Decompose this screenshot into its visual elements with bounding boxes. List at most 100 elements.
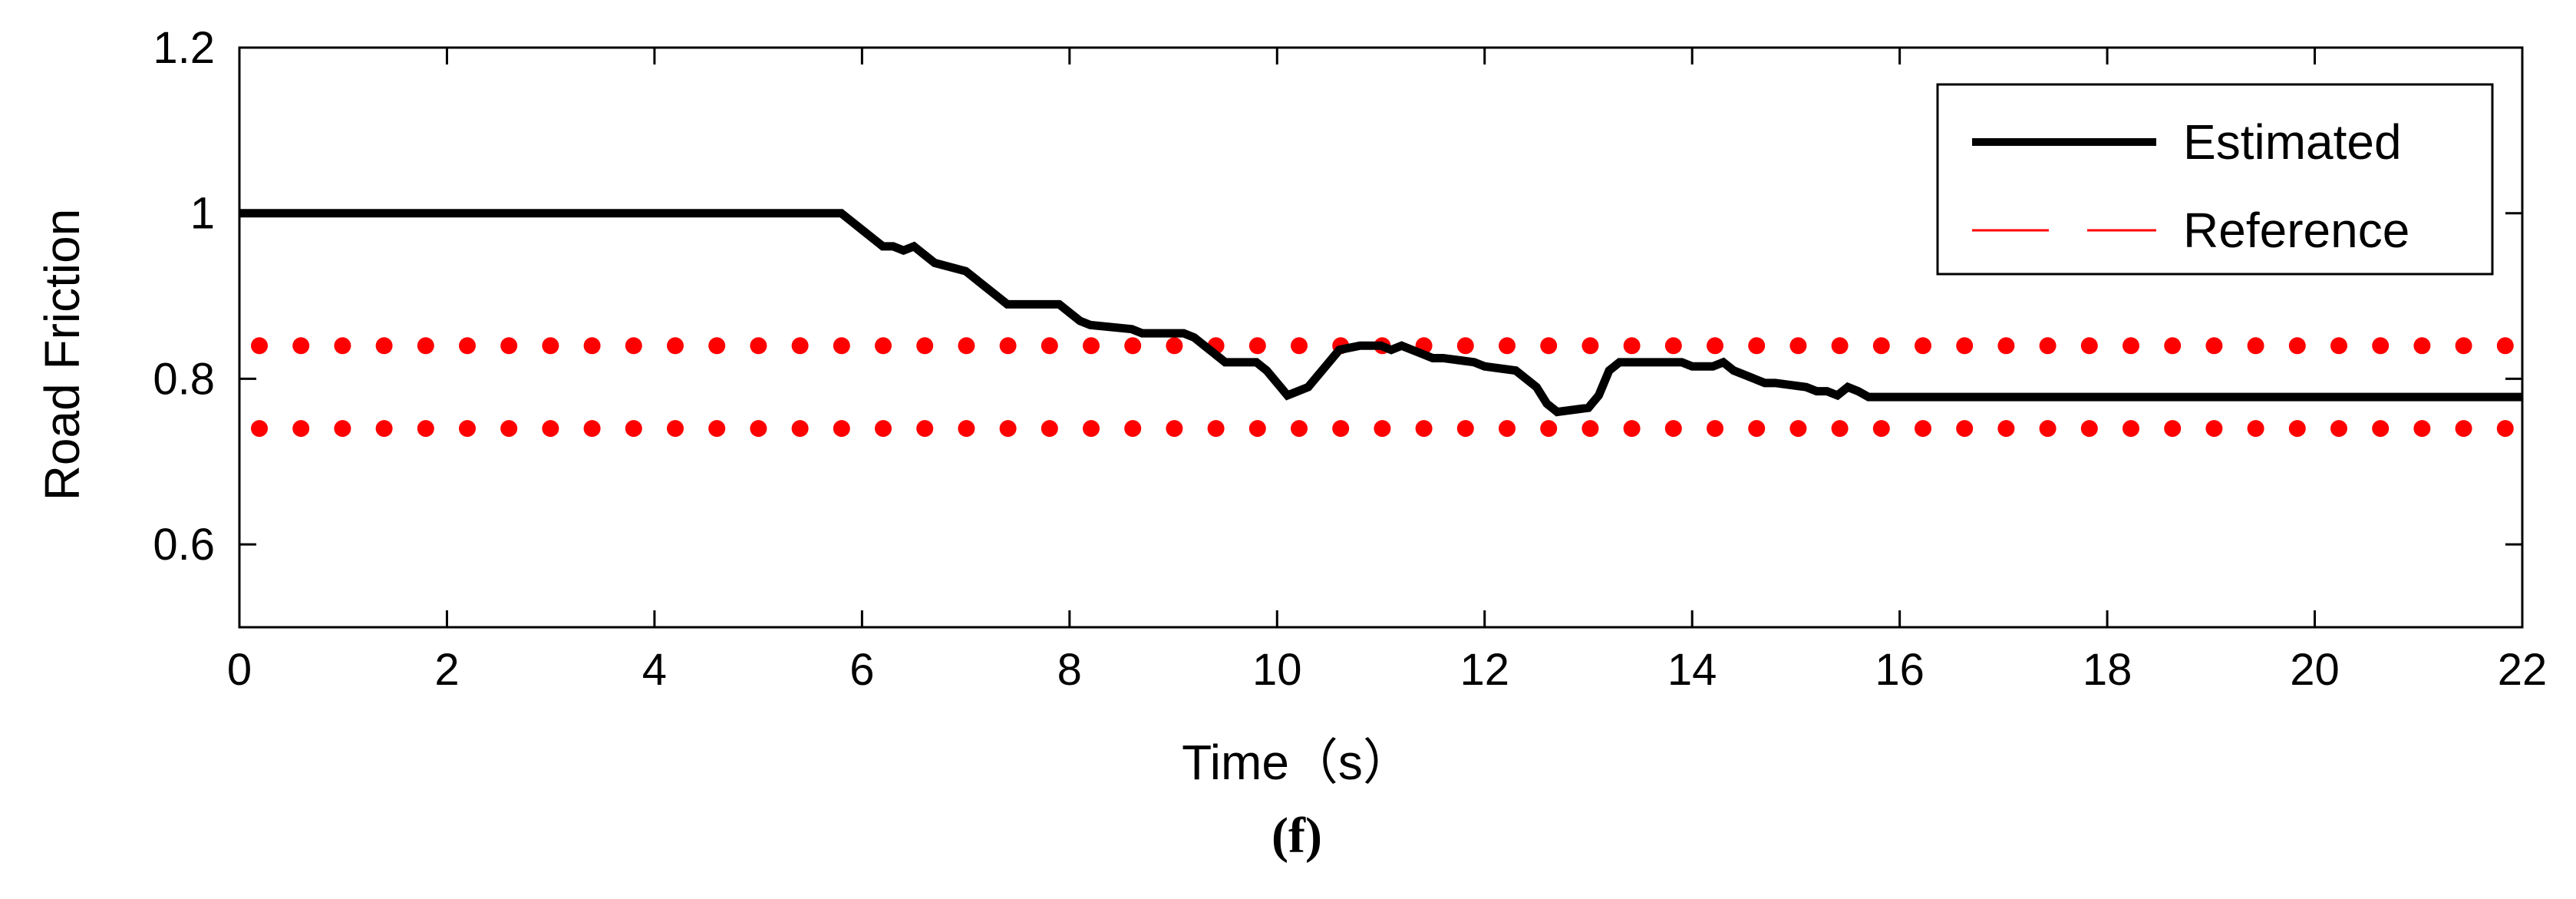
- reference-dot: [1540, 420, 1558, 438]
- y-tick-label: 0.6: [153, 520, 215, 570]
- y-axis: 0.6 0.8 1 1.2: [153, 23, 2522, 570]
- reference-dot: [833, 337, 850, 355]
- reference-dot: [791, 420, 809, 438]
- reference-dot: [1582, 420, 1599, 438]
- reference-dot: [1291, 337, 1308, 355]
- x-tick-label: 12: [1460, 645, 1509, 695]
- reference-dot: [625, 420, 642, 438]
- x-tick-label: 22: [2498, 645, 2548, 695]
- reference-dot: [999, 337, 1017, 355]
- reference-dot: [1789, 337, 1807, 355]
- x-tick-label: 10: [1252, 645, 1302, 695]
- reference-dot: [1207, 420, 1225, 438]
- reference-dot: [1582, 337, 1599, 355]
- reference-dot: [1415, 420, 1433, 438]
- reference-dot: [1623, 337, 1641, 355]
- reference-dot: [2372, 337, 2390, 355]
- reference-dot: [500, 337, 518, 355]
- reference-dot: [1166, 337, 1183, 355]
- reference-dot: [1748, 337, 1766, 355]
- y-tick-label: 0.8: [153, 354, 215, 404]
- reference-dot: [1623, 420, 1641, 438]
- reference-dot: [1041, 337, 1058, 355]
- reference-dot: [251, 420, 268, 438]
- reference-dot: [2247, 420, 2264, 438]
- reference-dot: [1664, 420, 1682, 438]
- reference-dot: [2205, 337, 2223, 355]
- reference-dot: [958, 337, 975, 355]
- reference-dot: [417, 420, 434, 438]
- estimated-line: [239, 209, 2522, 417]
- reference-dot: [1041, 420, 1058, 438]
- reference-dot: [375, 420, 393, 438]
- reference-dot: [708, 337, 726, 355]
- reference-dot: [2080, 420, 2098, 438]
- reference-dot: [750, 337, 767, 355]
- reference-dot: [1166, 420, 1183, 438]
- reference-dot: [2413, 420, 2431, 438]
- reference-dot: [1707, 337, 1723, 355]
- x-tick-label: 16: [1875, 645, 1925, 695]
- reference-dot: [1872, 337, 1890, 355]
- reference-dot: [916, 337, 934, 355]
- reference-dot: [708, 420, 726, 438]
- reference-dot: [1456, 420, 1474, 438]
- x-tick-label: 6: [849, 645, 874, 695]
- reference-dot: [2080, 337, 2098, 355]
- reference-dot: [2455, 420, 2472, 438]
- reference-dot: [2330, 420, 2347, 438]
- reference-dot: [2288, 337, 2306, 355]
- reference-dot: [375, 337, 393, 355]
- y-tick-label: 1: [190, 189, 215, 239]
- reference-dot: [292, 337, 310, 355]
- reference-dot: [1872, 420, 1890, 438]
- reference-dot: [1915, 420, 1931, 438]
- x-tick-label: 2: [434, 645, 459, 695]
- reference-dot: [2372, 420, 2390, 438]
- reference-dot: [1374, 420, 1391, 438]
- reference-dot: [1248, 337, 1266, 355]
- reference-dot: [2413, 337, 2431, 355]
- legend-label-reference: Reference: [2183, 203, 2409, 258]
- estimated-layer: [239, 209, 2522, 417]
- reference-dot: [2496, 420, 2514, 438]
- reference-dot: [2330, 337, 2347, 355]
- reference-dot: [251, 337, 268, 355]
- reference-dot: [292, 420, 310, 438]
- reference-dot: [583, 337, 601, 355]
- reference-dot: [1956, 337, 1974, 355]
- reference-dot: [791, 337, 809, 355]
- reference-dot: [2039, 420, 2057, 438]
- reference-dot: [1707, 420, 1723, 438]
- reference-dot: [583, 420, 601, 438]
- reference-dot: [2288, 420, 2306, 438]
- reference-dot: [1124, 337, 1142, 355]
- reference-dot: [1789, 420, 1807, 438]
- reference-dot: [1831, 420, 1849, 438]
- reference-dot: [875, 337, 892, 355]
- reference-dot: [1248, 420, 1266, 438]
- reference-dot: [2039, 337, 2057, 355]
- reference-dot: [1831, 337, 1849, 355]
- x-tick-label: 4: [642, 645, 667, 695]
- reference-dot: [667, 420, 684, 438]
- reference-dot: [1499, 420, 1516, 438]
- x-tick-label: 14: [1667, 645, 1717, 695]
- reference-dot: [500, 420, 518, 438]
- reference-dot: [334, 337, 351, 355]
- reference-dot: [1124, 420, 1142, 438]
- reference-dot: [1291, 420, 1308, 438]
- reference-dot: [1915, 337, 1931, 355]
- legend-label-estimated: Estimated: [2183, 114, 2402, 170]
- reference-dot: [1456, 337, 1474, 355]
- reference-dot: [459, 420, 476, 438]
- reference-dot: [1997, 420, 2015, 438]
- x-axis: 0 2 4 6 8 10 12 14 16 18 20 22: [227, 48, 2547, 695]
- reference-dot: [2455, 337, 2472, 355]
- reference-dot: [1083, 420, 1100, 438]
- reference-dot: [2496, 337, 2514, 355]
- reference-dot: [1748, 420, 1766, 438]
- reference-dot: [2205, 420, 2223, 438]
- reference-dot: [958, 420, 975, 438]
